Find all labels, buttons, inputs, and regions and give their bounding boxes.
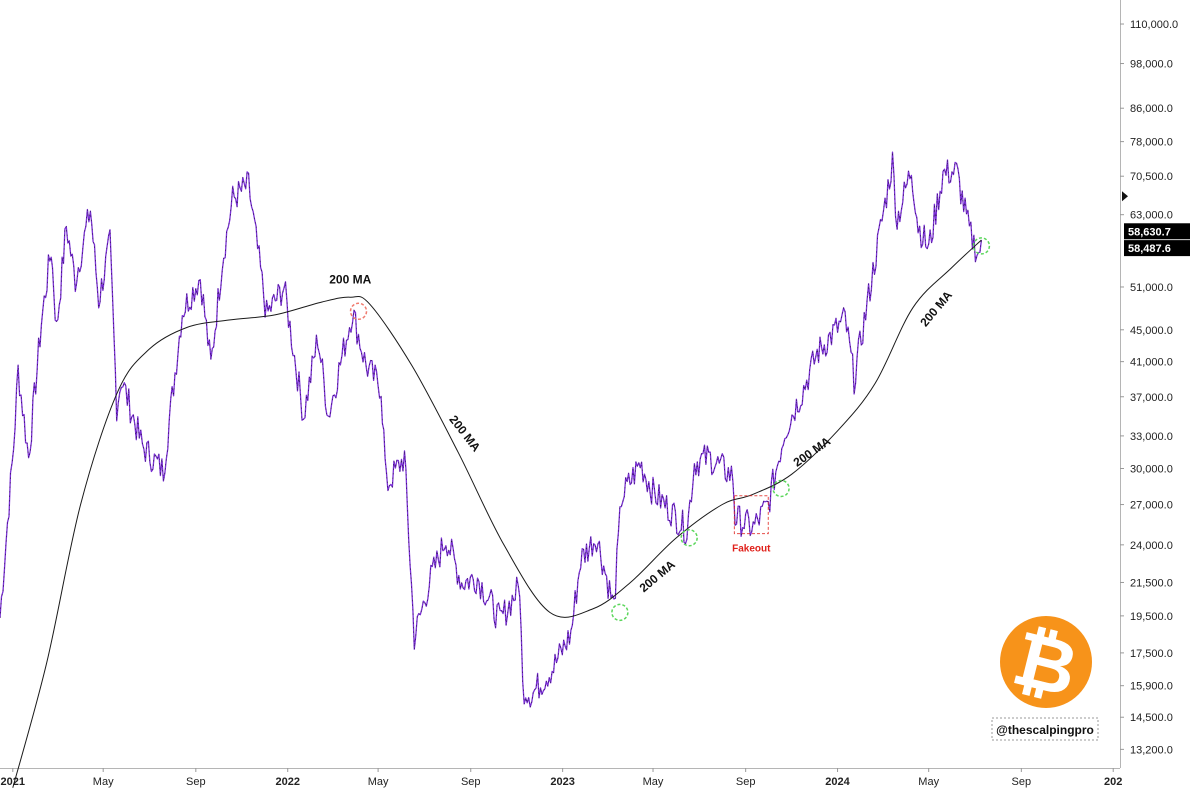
x-tick-label: 2021 bbox=[1, 776, 25, 788]
ma-annotation-label: 200 MA bbox=[329, 273, 371, 287]
y-tick-label: 30,000.0 bbox=[1130, 464, 1173, 476]
watermark-box bbox=[991, 717, 1099, 741]
x-tick-label: May bbox=[918, 776, 939, 788]
x-tick-label: Sep bbox=[736, 776, 756, 788]
fakeout-label: Fakeout bbox=[732, 544, 771, 555]
price-series-candles bbox=[0, 152, 982, 708]
y-tick-label: 78,000.0 bbox=[1130, 137, 1173, 149]
x-tick-label: 2024 bbox=[825, 776, 850, 788]
y-tick-label: 15,900.0 bbox=[1130, 681, 1173, 693]
price-tag-box bbox=[1124, 240, 1190, 257]
y-tick-label: 51,000.0 bbox=[1130, 282, 1173, 294]
y-tick-label: 37,000.0 bbox=[1130, 392, 1173, 404]
price-tag-label: 58,487.6 bbox=[1128, 243, 1171, 255]
y-tick-label: 63,000.0 bbox=[1130, 210, 1173, 222]
y-tick-label: 86,000.0 bbox=[1130, 103, 1173, 115]
y-tick-label: 27,000.0 bbox=[1130, 500, 1173, 512]
fakeout-box bbox=[733, 495, 769, 535]
ma-200-line bbox=[12, 239, 982, 788]
ma-annotation-label: 200 MA bbox=[446, 413, 483, 455]
ma-annotation-label: 200 MA bbox=[917, 288, 955, 329]
y-tick-label: 33,000.0 bbox=[1130, 431, 1173, 443]
ma-annotation-label: 200 MA bbox=[637, 557, 678, 595]
y-tick-label: 41,000.0 bbox=[1130, 357, 1173, 369]
x-tick-label: 2022 bbox=[275, 776, 299, 788]
watermark-handle: @thescalpingpro bbox=[996, 723, 1094, 737]
x-tick-label: May bbox=[93, 776, 114, 788]
y-tick-label: 21,500.0 bbox=[1130, 577, 1173, 589]
y-tick-label: 17,500.0 bbox=[1130, 648, 1173, 660]
y-tick-label: 110,000.0 bbox=[1130, 19, 1178, 31]
touch-marker-circle bbox=[680, 529, 698, 547]
y-tick-label: 45,000.0 bbox=[1130, 325, 1173, 337]
price-tag-box bbox=[1124, 223, 1190, 240]
y-tick-label: 19,500.0 bbox=[1130, 611, 1173, 623]
touch-marker-circle bbox=[772, 479, 790, 498]
touch-marker-circle bbox=[349, 302, 368, 321]
x-tick-label: Sep bbox=[461, 776, 481, 788]
y-tick-label: 14,500.0 bbox=[1130, 712, 1173, 724]
x-tick-label: May bbox=[643, 776, 664, 788]
bitcoin-logo-icon: ₿ bbox=[1000, 616, 1092, 713]
x-tick-label: 2023 bbox=[550, 776, 574, 788]
y-tick-label: 98,000.0 bbox=[1130, 59, 1173, 71]
y-tick-label: 70,500.0 bbox=[1130, 171, 1173, 183]
price-tag-label: 58,630.7 bbox=[1128, 226, 1171, 238]
x-tick-label: 202 bbox=[1104, 776, 1122, 788]
scale-pointer-icon bbox=[1122, 191, 1128, 202]
x-tick-label: May bbox=[368, 776, 389, 788]
x-tick-label: Sep bbox=[186, 776, 206, 788]
x-tick-label: Sep bbox=[1012, 776, 1032, 788]
touch-marker-circle bbox=[611, 603, 629, 622]
price-series-line bbox=[0, 151, 983, 708]
y-tick-label: 24,000.0 bbox=[1130, 540, 1173, 552]
y-tick-label: 13,200.0 bbox=[1130, 744, 1173, 756]
ma-annotation-label: 200 MA bbox=[791, 434, 834, 470]
touch-marker-circle bbox=[972, 237, 991, 255]
